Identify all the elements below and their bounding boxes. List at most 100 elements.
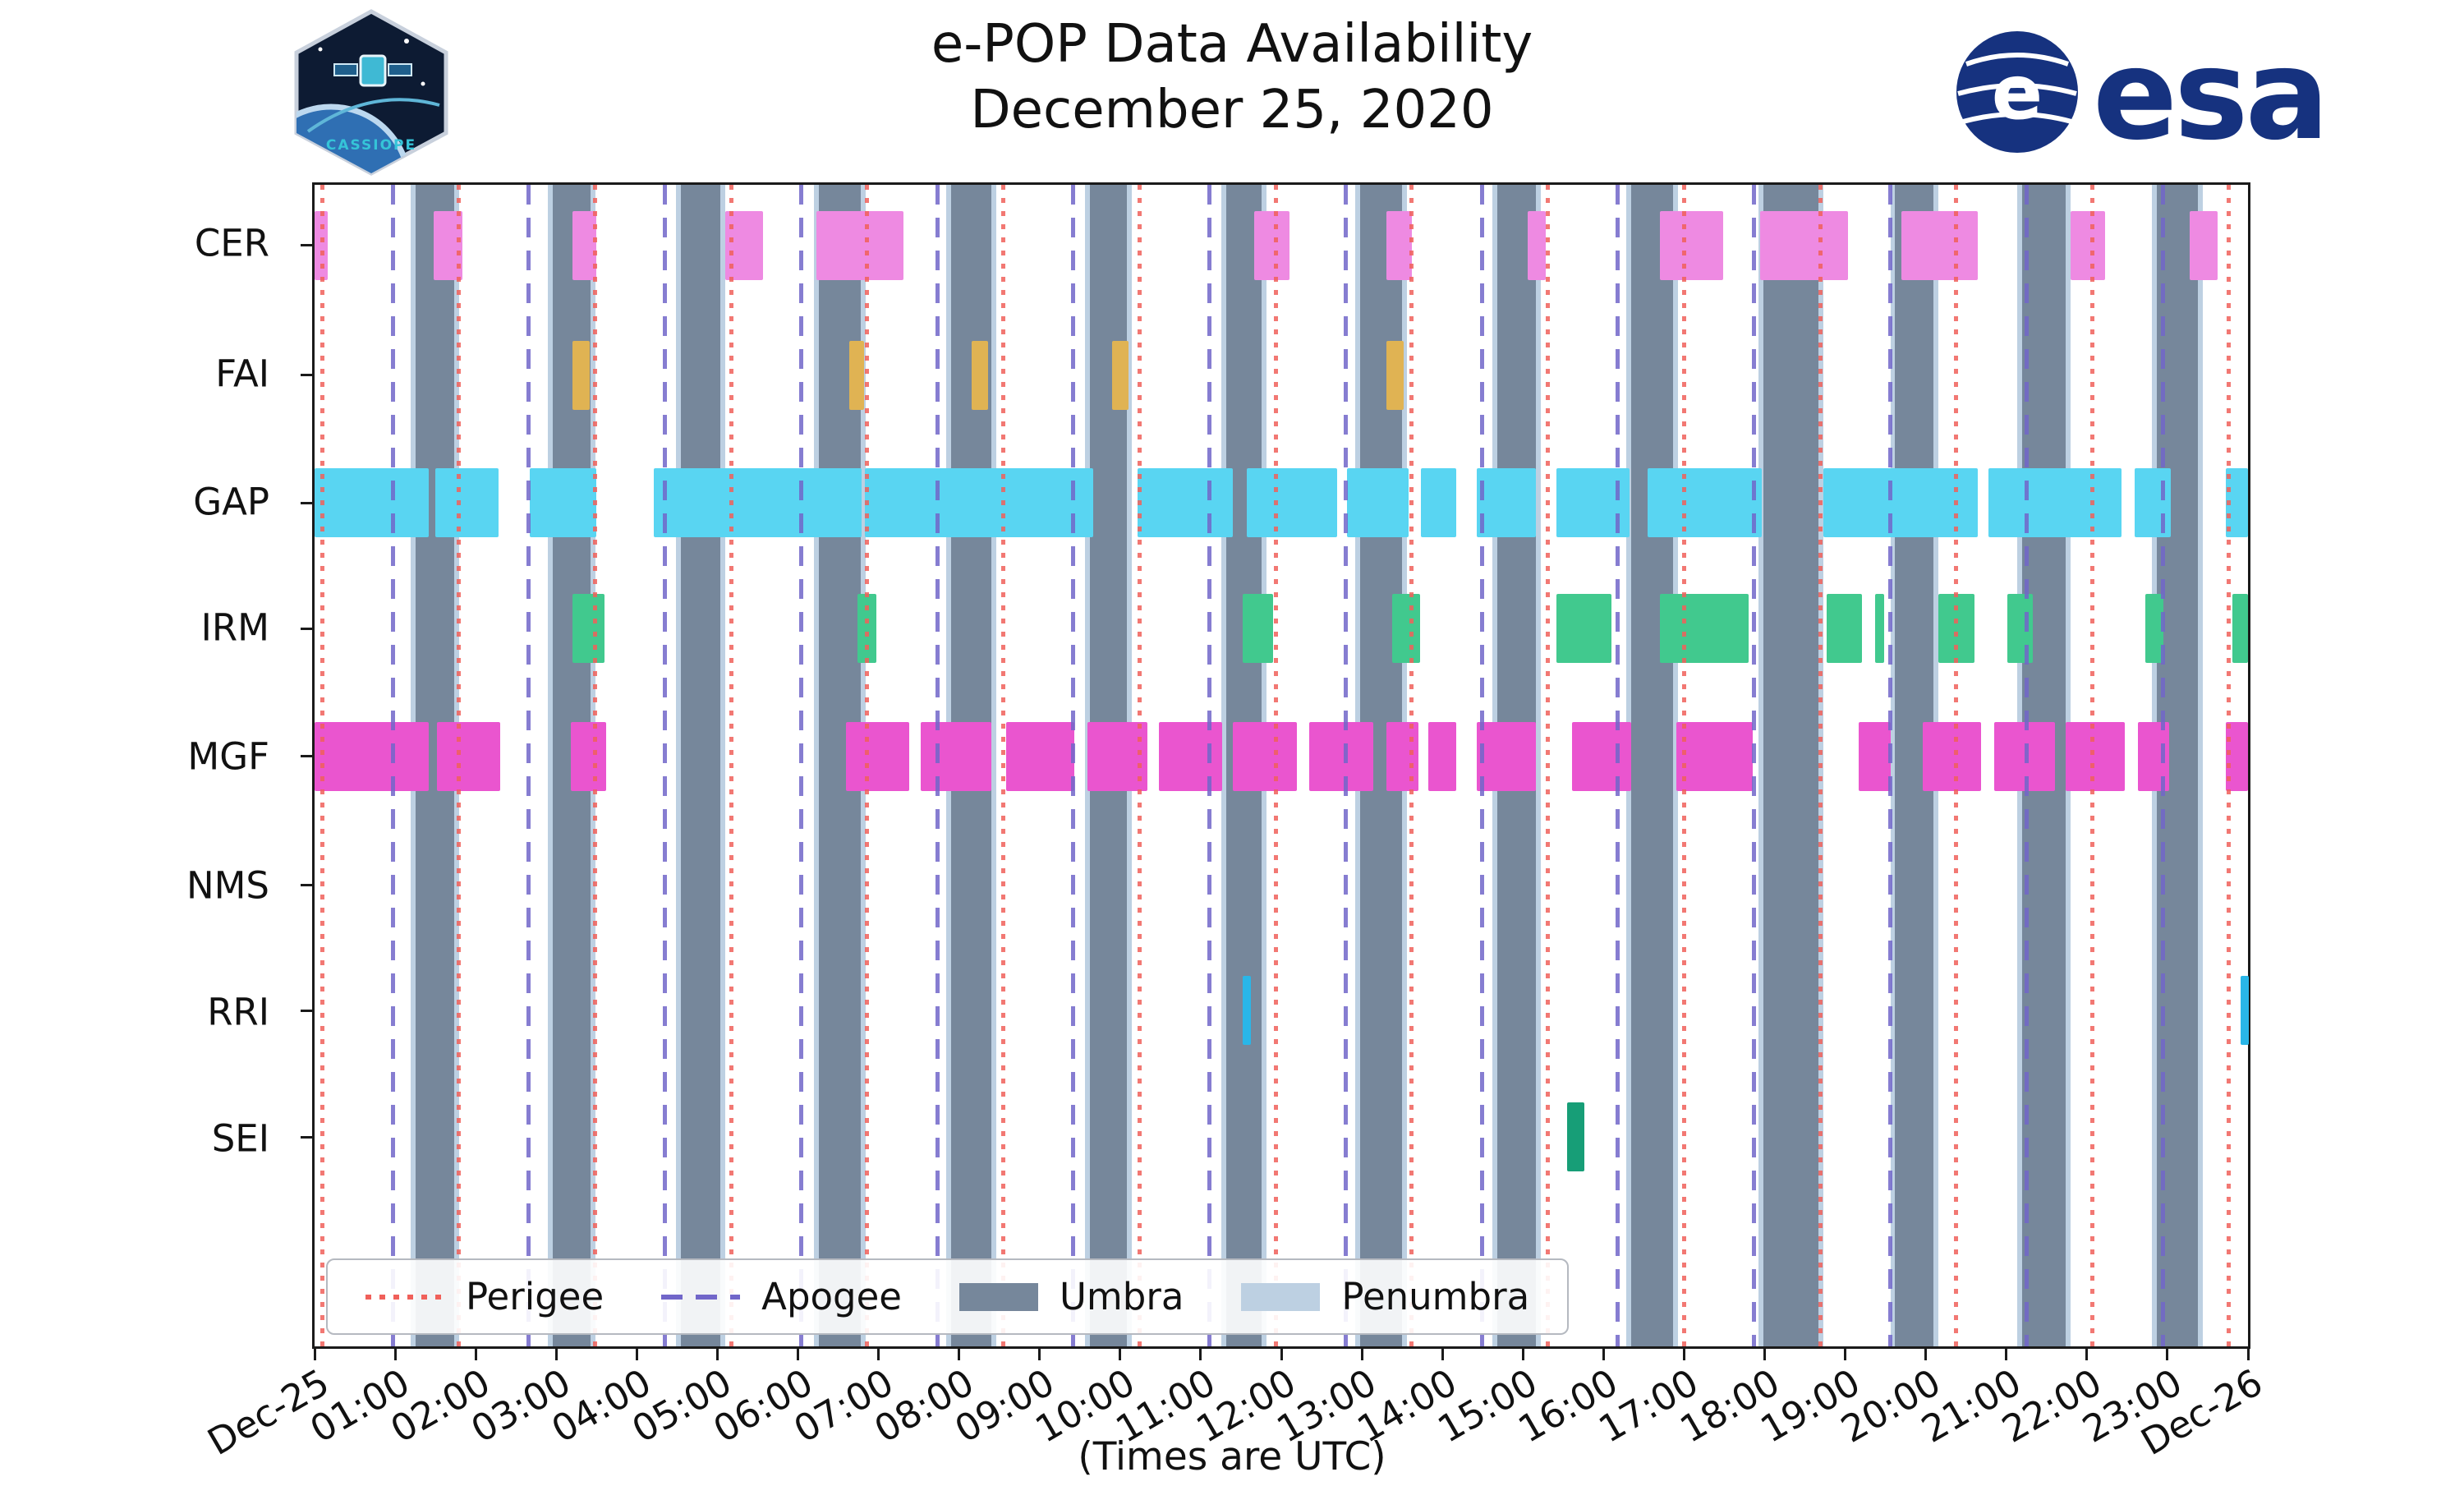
data-bar-cer [2190, 210, 2218, 280]
penumbra-band [991, 185, 996, 1346]
perigee-line [457, 185, 462, 1346]
legend-item-penumbra: Penumbra [1241, 1275, 1529, 1318]
data-bar-mgf [1309, 721, 1373, 791]
esa-globe-stripe [1957, 83, 2077, 96]
perigee-line [1409, 185, 1414, 1346]
data-bar-mgf [1922, 721, 1982, 791]
apogee-line [390, 185, 395, 1346]
x-axis-tick [635, 1349, 638, 1360]
penumbra-band [814, 185, 819, 1346]
esa-logo-graphic: e esa [1956, 22, 2329, 168]
data-bar-gap [1648, 468, 1762, 538]
perigee-line [2090, 185, 2095, 1346]
data-bar-cer [1253, 210, 1289, 280]
umbra-band [1630, 185, 1673, 1346]
y-tick-label-cer: CER [194, 221, 269, 265]
apogee-line [1071, 185, 1076, 1346]
data-bar-cer [816, 210, 903, 280]
x-axis-tick [554, 1349, 558, 1360]
esa-globe-stripe [1962, 112, 2072, 124]
penumbra-band [1672, 185, 1678, 1346]
data-bar-rri [1242, 976, 1251, 1046]
x-axis-tick [474, 1349, 477, 1360]
data-bar-mgf [2066, 721, 2125, 791]
perigee-line [729, 185, 733, 1346]
data-bar-cer [1528, 210, 1546, 280]
legend-item-perigee: Perigee [365, 1275, 604, 1318]
apogee-line [1888, 185, 1892, 1346]
data-bar-mgf [1233, 721, 1297, 791]
apogee-line [1752, 185, 1757, 1346]
data-bar-irm [1827, 594, 1863, 664]
perigee-line [865, 185, 870, 1346]
x-axis-tick [2166, 1349, 2169, 1360]
legend-item-apogee: Apogee [661, 1275, 902, 1318]
penumbra-band [1890, 185, 1896, 1346]
x-axis-tick [715, 1349, 719, 1360]
patch-solar-panel-left [333, 63, 358, 76]
perigee-line [592, 185, 597, 1346]
perigee-line [1546, 185, 1551, 1346]
x-axis-tick [1844, 1349, 1847, 1360]
data-bar-mgf [315, 721, 430, 791]
y-tick-label-rri: RRI [207, 990, 269, 1034]
legend-swatch-box [959, 1282, 1038, 1311]
data-bar-gap [315, 468, 430, 538]
y-tick-label-fai: FAI [215, 352, 269, 396]
data-bar-cer [1386, 210, 1412, 280]
patch-solar-panel-right [388, 63, 412, 76]
data-bar-irm [1659, 594, 1749, 664]
data-bar-gap [1347, 468, 1409, 538]
x-axis-tick [1521, 1349, 1524, 1360]
apogee-line [1343, 185, 1348, 1346]
y-tick-label-irm: IRM [200, 605, 269, 650]
x-axis-tick [1360, 1349, 1363, 1360]
esa-globe-stripe [1965, 53, 2070, 67]
plot-area: Perigee Apogee Umbra Penumbra [301, 182, 2250, 1360]
chart-subtitle: December 25, 2020 [970, 80, 1494, 140]
data-bar-irm [1874, 594, 1884, 664]
data-bar-gap [529, 468, 597, 538]
x-axis-tick [1924, 1349, 1928, 1360]
x-axis-tick [1199, 1349, 1202, 1360]
x-axis-tick [797, 1349, 799, 1360]
y-tick-label-nms: NMS [186, 863, 269, 908]
esa-globe-icon [1956, 31, 2078, 153]
data-bar-irm [2145, 594, 2163, 664]
x-axis-tick [313, 1349, 316, 1360]
data-bar-irm [2007, 594, 2034, 664]
patch-earth-limb [297, 104, 412, 173]
y-tick-label-sei: SEI [211, 1116, 269, 1161]
data-bar-fai [1112, 340, 1129, 410]
data-bar-cer [1659, 210, 1724, 280]
x-axis-label: (Times are UTC) [1078, 1434, 1386, 1479]
x-axis-tick [958, 1349, 961, 1360]
data-bar-sei [1567, 1102, 1584, 1172]
data-bar-mgf [1428, 721, 1456, 791]
apogee-line [798, 185, 803, 1346]
x-axis-tick [1763, 1349, 1766, 1360]
y-axis-tick [301, 374, 312, 377]
legend-label: Perigee [466, 1275, 605, 1318]
apogee-line [1616, 185, 1620, 1346]
data-bar-irm [572, 594, 605, 664]
data-bar-rri [2241, 976, 2250, 1046]
data-bar-gap [1246, 468, 1337, 538]
penumbra-band [1221, 185, 1227, 1346]
y-axis-tick [301, 755, 312, 758]
x-axis-tick [1441, 1349, 1444, 1360]
apogee-line [2024, 185, 2029, 1346]
legend-item-umbra: Umbra [959, 1275, 1184, 1318]
penumbra-band [1758, 185, 1763, 1346]
penumbra-band [548, 185, 554, 1346]
data-bar-gap [1138, 468, 1234, 538]
y-axis-tick [301, 501, 312, 504]
apogee-line [526, 185, 531, 1346]
y-tick-label-gap: GAP [193, 480, 269, 524]
x-axis-tick [393, 1349, 397, 1360]
esa-wordmark: esa [2093, 22, 2326, 166]
patch-orbit-swoosh [306, 98, 440, 133]
legend-swatch-box [1241, 1282, 1321, 1311]
penumbra-band [2198, 185, 2204, 1346]
